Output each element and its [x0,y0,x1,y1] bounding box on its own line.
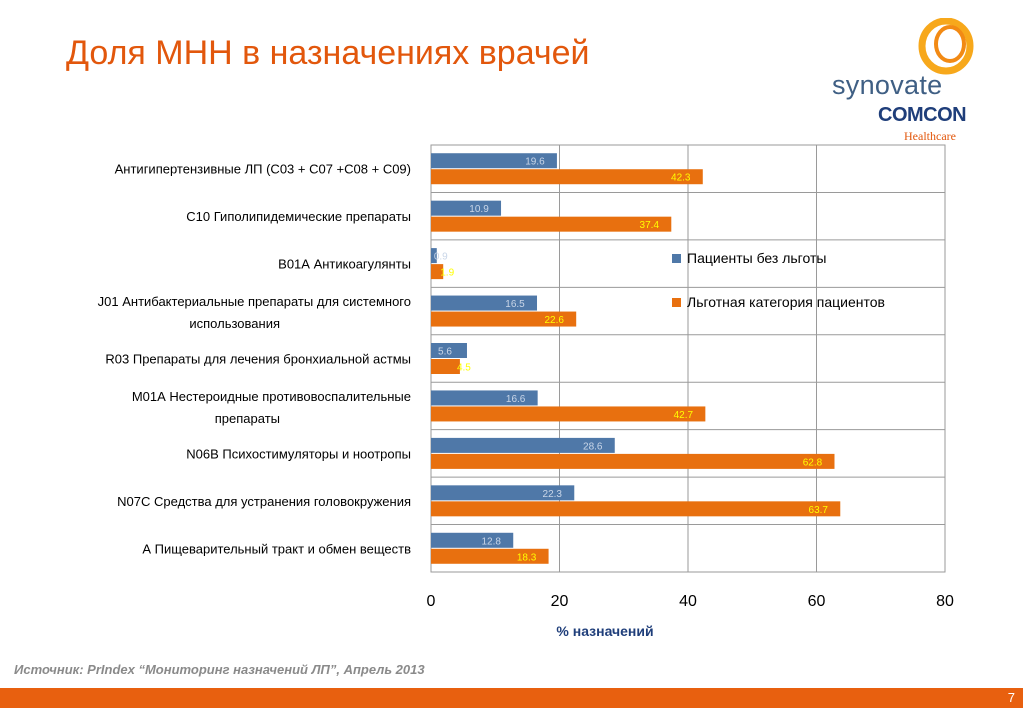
x-tick-label: 60 [808,593,826,610]
logo-text-comcon: COMCON [878,104,967,126]
footer-bar [0,688,1023,708]
data-label-series-1: 16.6 [506,394,526,405]
bar-series-2 [431,501,841,517]
bar-series-1 [431,248,437,264]
bar-series-1 [431,532,514,548]
logo-text-synovate: synovate [832,70,943,100]
bar-series-1 [431,200,502,216]
data-label-series-1: 28.6 [583,441,603,452]
data-label-series-2: 4.5 [457,363,471,374]
data-label-series-1: 5.6 [438,347,452,358]
logo-rings-icon [918,18,974,75]
bar-series-2 [431,216,672,232]
category-label-line2: препараты [215,411,280,426]
data-label-series-1: 12.8 [482,536,502,547]
source-note: Источник: PrIndex “Мониторинг назначений… [14,662,425,677]
bar-series-2 [431,311,577,327]
bar-series-1 [431,343,467,358]
x-tick-label: 20 [551,593,569,610]
data-label-series-1: 16.5 [505,299,525,310]
data-label-series-2: 1.9 [440,268,454,279]
bar-series-1 [431,390,538,406]
category-label: А Пищеварительный тракт и обмен веществ [142,541,411,556]
category-label: В01А Антикоагулянты [278,257,411,272]
data-label-series-1: 0.9 [434,252,448,263]
data-label-series-2: 42.3 [671,173,691,184]
synovate-comcon-logo: synovate COMCON Healthcare [826,18,1016,143]
category-label: С10 Гиполипидемические препараты [186,209,411,224]
bar-series-1 [431,153,557,169]
bar-series-1 [431,485,575,501]
data-label-series-1: 22.3 [543,489,563,500]
bar-series-1 [431,295,538,311]
x-axis-label: % назначений [556,623,653,639]
bar-chart: 0 20 40 60 80 % назначений Антигипертензивные … [98,144,954,639]
data-label-series-2: 37.4 [640,220,660,231]
category-label: Антигипертензивные ЛП (С03 + С07 +С08 + … [115,162,411,177]
data-label-series-2: 63.7 [809,505,829,516]
slide-title: Доля МНН в назначениях врачей [66,34,590,72]
category-label: N07C Средства для устранения головокруже… [117,494,411,509]
x-tick-label: 40 [679,593,697,610]
category-label: N06B Психостимуляторы и ноотропы [186,446,411,461]
bar-series-2 [431,548,549,564]
data-label-series-2: 18.3 [517,552,537,563]
category-label: R03 Препараты для лечения бронхиальной а… [105,352,411,367]
data-label-series-2: 62.8 [803,457,823,468]
bar-series-2 [431,359,460,374]
data-label-series-1: 19.6 [525,157,545,168]
bar-series-2 [431,264,444,280]
data-label-series-2: 42.7 [674,410,694,421]
legend-swatch-1 [672,254,681,263]
category-label: J01 Антибактериальные препараты для сист… [98,294,411,309]
category-label: М01А Нестероидные противовоспалительные [132,389,411,404]
category-label-line2: использования [189,316,280,331]
page-number: 7 [1007,690,1015,705]
logo-text-healthcare: Healthcare [904,129,956,143]
legend-label-2: Льготная категория пациентов [687,294,885,310]
bar-series-1 [431,437,615,453]
data-label-series-1: 10.9 [469,204,489,215]
bar-series-2 [431,406,706,422]
x-tick-label: 80 [936,593,954,610]
bar-series-2 [431,453,835,469]
x-tick-label: 0 [427,593,436,610]
data-label-series-2: 22.6 [544,315,564,326]
legend-label-1: Пациенты без льготы [687,250,826,266]
bar-series-2 [431,169,703,185]
legend-swatch-2 [672,298,681,307]
